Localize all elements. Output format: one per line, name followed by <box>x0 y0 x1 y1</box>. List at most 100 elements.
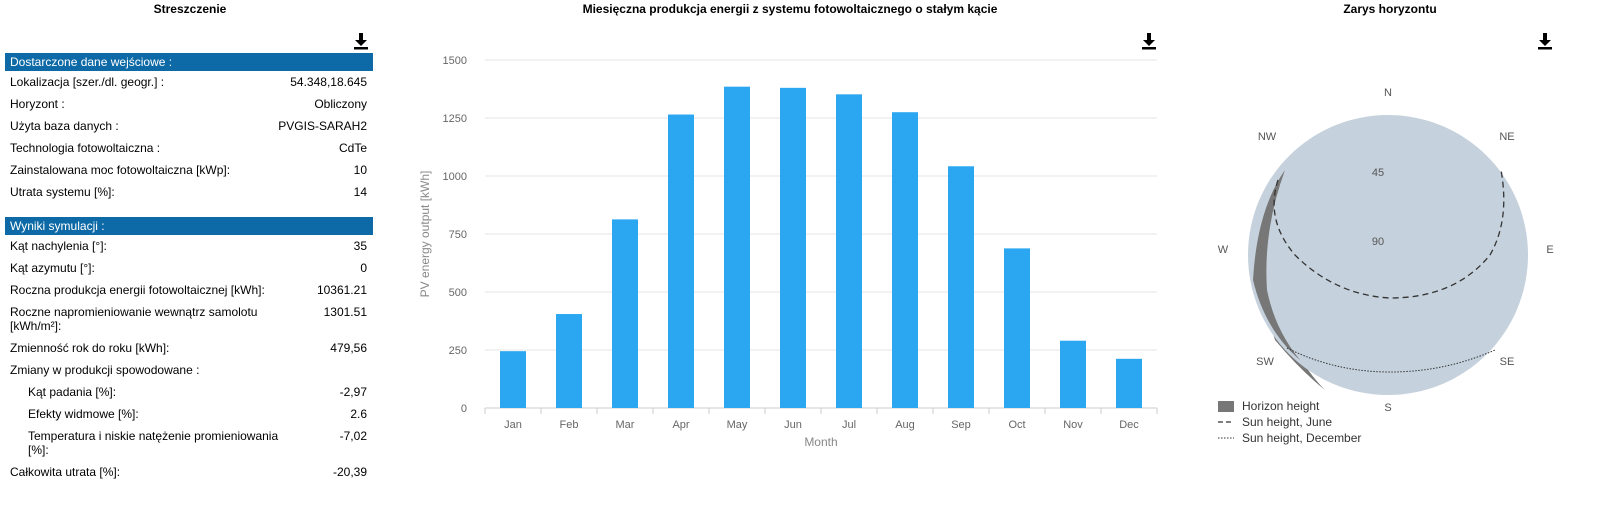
summary-row: Kąt nachylenia [°]: 35 <box>5 235 373 257</box>
summary-row: Lokalizacja [szer./dl. geogr.] : 54.348,1… <box>5 71 373 93</box>
summary-row: Utrata systemu [%]: 14 <box>5 181 373 203</box>
download-icon[interactable] <box>1140 32 1158 50</box>
summary-row: Roczne napromieniowanie wewnątrz samolot… <box>5 301 373 337</box>
x-tick-label: Jan <box>504 419 522 431</box>
chart-title: Miesięczna produkcja energii z systemu f… <box>582 2 998 16</box>
row-value: 10 <box>353 163 367 177</box>
bar-feb[interactable] <box>556 314 582 408</box>
direction-ne: NE <box>1499 131 1514 143</box>
y-tick-label: 250 <box>449 345 467 357</box>
row-value: 479,56 <box>330 341 367 355</box>
bar-jun[interactable] <box>780 87 806 408</box>
y-tick-label: 0 <box>461 403 467 415</box>
bar-mar[interactable] <box>612 219 638 408</box>
summary-row: Horyzont : Obliczony <box>5 93 373 115</box>
row-label: Zainstalowana moc fotowoltaiczna [kWp]: <box>10 163 231 177</box>
row-value: PVGIS-SARAH2 <box>278 119 367 133</box>
bar-apr[interactable] <box>668 114 694 409</box>
x-tick-label: Jun <box>784 419 802 431</box>
legend-sun-december: Sun height, December <box>1218 431 1361 445</box>
row-label: Użyta baza danych : <box>10 119 119 133</box>
row-label: Technologia fotowoltaiczna : <box>10 141 161 155</box>
x-tick-label: Apr <box>672 419 689 431</box>
summary-row: Temperatura i niskie natężenie promienio… <box>5 425 373 461</box>
summary-row: Zmienność rok do roku [kWh]: 479,56 <box>5 337 373 359</box>
legend-label: Sun height, December <box>1242 431 1362 445</box>
bar-jul[interactable] <box>836 94 862 408</box>
bar-sep[interactable] <box>948 166 974 408</box>
summary-row: Całkowita utrata [%]: -20,39 <box>5 461 373 483</box>
bar-aug[interactable] <box>892 112 918 408</box>
bar-nov[interactable] <box>1060 340 1086 408</box>
row-value: CdTe <box>338 141 367 155</box>
download-icon[interactable] <box>1536 32 1554 50</box>
direction-nw: NW <box>1258 131 1277 143</box>
sun-height-june <box>1273 169 1505 299</box>
x-tick-label: Aug <box>895 419 915 431</box>
summary-row: Zmiany w produkcji spowodowane : <box>5 359 373 381</box>
row-value: 54.348,18.645 <box>290 75 367 89</box>
summary-table: Dostarczone dane wejściowe : Lokalizacja… <box>5 53 373 483</box>
x-tick-label: May <box>727 419 748 431</box>
summary-row: Kąt padania [%]: -2,97 <box>5 381 373 403</box>
summary-row: Technologia fotowoltaiczna : CdTe <box>5 137 373 159</box>
row-value: 2.6 <box>350 407 367 421</box>
x-tick-label: Dec <box>1119 419 1139 431</box>
summary-row: Zainstalowana moc fotowoltaiczna [kWp]: 1… <box>5 159 373 181</box>
bar-jan[interactable] <box>500 351 526 408</box>
row-value: -20,39 <box>332 465 367 479</box>
legend-horizon-height: Horizon height <box>1218 399 1319 413</box>
ring-label-45: 45 <box>1372 167 1384 179</box>
legend-label: Horizon height <box>1242 399 1320 413</box>
row-label: Zmiany w produkcji spowodowane : <box>10 363 200 377</box>
x-tick-label: Mar <box>616 419 635 431</box>
direction-se: SE <box>1500 356 1515 368</box>
horizon-title: Zarys horyzontu <box>1343 2 1437 16</box>
bar-oct[interactable] <box>1004 248 1030 408</box>
summary-row: Użyta baza danych : PVGIS-SARAH2 <box>5 115 373 137</box>
direction-s: S <box>1384 402 1391 414</box>
bar-dec[interactable] <box>1116 358 1142 408</box>
y-tick-label: 1000 <box>443 171 467 183</box>
row-label: Utrata systemu [%]: <box>10 185 115 199</box>
row-label: Kąt nachylenia [°]: <box>10 239 107 253</box>
y-tick-label: 500 <box>449 287 467 299</box>
results-section-header: Wyniki symulacji : <box>5 217 373 235</box>
row-value: 35 <box>353 239 367 253</box>
legend-swatch-horizon <box>1218 400 1234 412</box>
x-tick-label: Oct <box>1008 419 1025 431</box>
x-tick-label: Jul <box>842 419 856 431</box>
legend-swatch-december <box>1218 437 1234 439</box>
row-value: -2,97 <box>339 385 367 399</box>
row-label: Kąt azymutu [°]: <box>10 261 95 275</box>
y-tick-label: 1250 <box>443 113 467 125</box>
row-label: Roczna produkcja energii fotowoltaicznej… <box>10 283 265 297</box>
x-axis-title: Month <box>804 435 837 449</box>
download-icon[interactable] <box>352 32 370 50</box>
row-label: Efekty widmowe [%]: <box>28 407 139 421</box>
legend-label: Sun height, June <box>1242 415 1333 429</box>
direction-e: E <box>1546 244 1553 256</box>
summary-title: Streszczenie <box>153 2 227 16</box>
row-label: Roczne napromieniowanie wewnątrz samolot… <box>10 305 258 333</box>
inputs-section-header: Dostarczone dane wejściowe : <box>5 53 373 71</box>
y-tick-label: 1500 <box>443 55 467 67</box>
x-tick-label: Nov <box>1063 419 1083 431</box>
row-label: Kąt padania [%]: <box>28 385 117 399</box>
row-label: Horyzont : <box>10 97 65 111</box>
ring-label-90: 90 <box>1372 236 1384 248</box>
legend-sun-june: Sun height, June <box>1218 415 1332 429</box>
row-value: Obliczony <box>314 97 367 111</box>
direction-n: N <box>1384 87 1392 99</box>
x-tick-label: Feb <box>560 419 579 431</box>
direction-w: W <box>1218 244 1229 256</box>
legend-swatch-june <box>1218 421 1234 423</box>
horizon-plot: N NE E SE S SW W NW 45 90 <box>1218 87 1554 414</box>
bar-chart: 0 250 500 750 1000 1250 1500 Jan Feb Mar Apr May Ju… <box>418 55 1158 449</box>
row-value: 0 <box>360 261 367 275</box>
summary-row: Roczna produkcja energii fotowoltaicznej… <box>5 279 373 301</box>
row-label: Temperatura i niskie natężenie promienio… <box>28 429 279 457</box>
bar-may[interactable] <box>724 86 750 409</box>
y-axis-title: PV energy output [kWh] <box>418 171 432 298</box>
y-tick-label: 750 <box>449 229 467 241</box>
